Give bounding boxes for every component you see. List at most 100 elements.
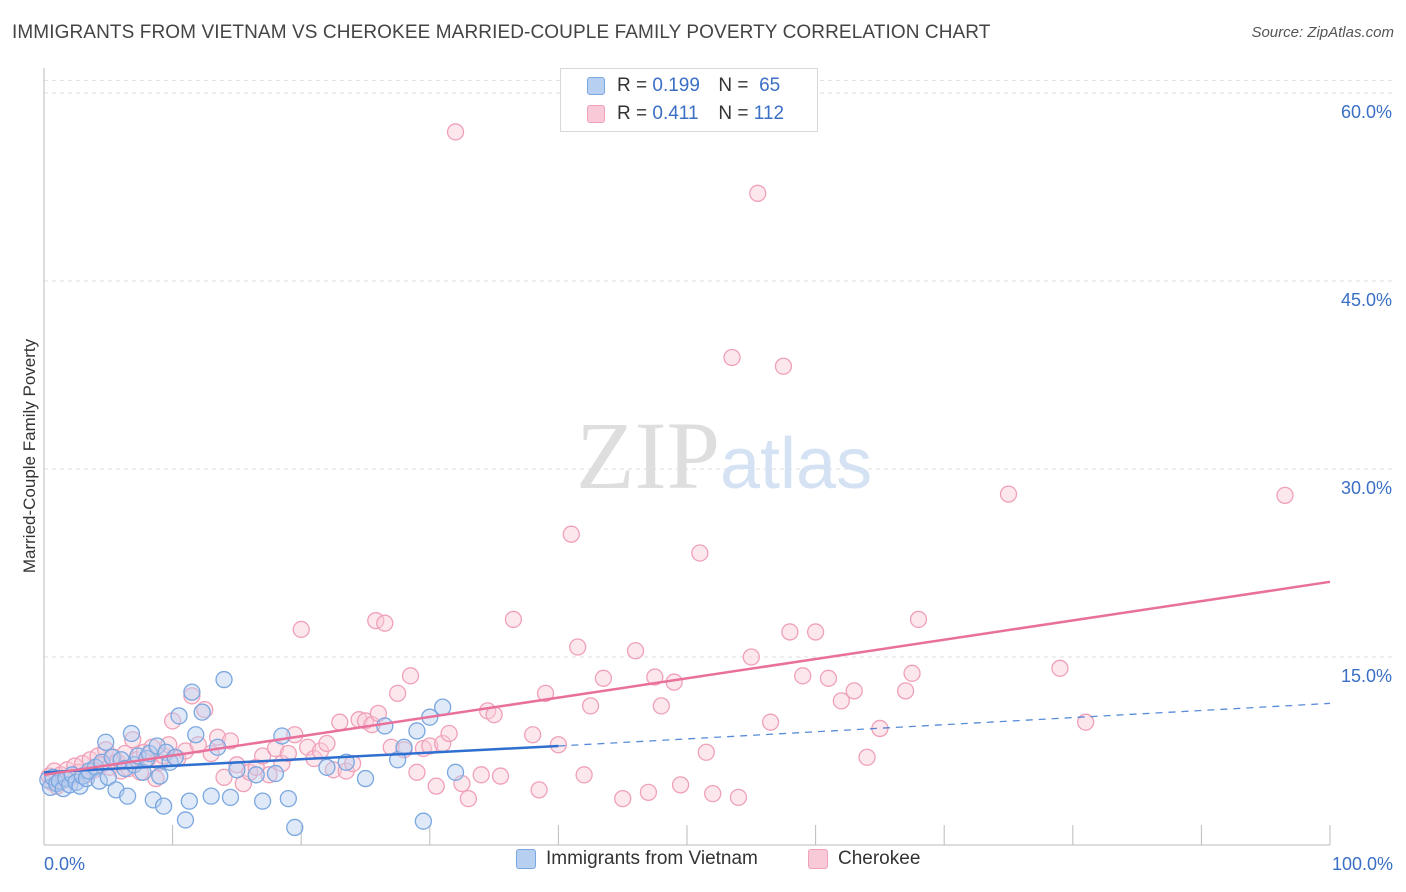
point-cherokee — [832, 692, 850, 710]
tick-labels: 15.0% 30.0% 45.0% 60.0% 0.0% 100.0% — [44, 102, 1393, 874]
point-cherokee — [671, 776, 690, 794]
point-vietnam — [90, 772, 108, 790]
point-vietnam — [193, 703, 211, 721]
point-cherokee — [1276, 486, 1294, 505]
point-cherokee — [909, 610, 928, 629]
point-cherokee — [999, 485, 1018, 503]
legend-item-cherokee: Cherokee — [808, 848, 920, 870]
point-cherokee — [742, 648, 760, 666]
point-vietnam — [187, 726, 205, 744]
point-vietnam — [376, 717, 394, 735]
point-vietnam — [144, 791, 162, 809]
point-cherokee — [504, 610, 523, 629]
point-vietnam — [151, 767, 169, 785]
point-cherokee — [806, 623, 825, 641]
point-vietnam — [395, 738, 413, 756]
point-cherokee — [388, 684, 407, 703]
y-tick-label: 15.0% — [1341, 666, 1392, 686]
point-cherokee — [124, 731, 142, 749]
point-cherokee — [491, 767, 510, 785]
point-cherokee — [427, 777, 445, 795]
point-vietnam — [408, 722, 426, 740]
point-cherokee — [774, 357, 793, 375]
point-cherokee — [408, 763, 426, 781]
legend-item-vietnam: Immigrants from Vietnam — [516, 848, 758, 870]
legend-n-value: 65 — [759, 75, 781, 96]
legend-r-label: R = — [617, 75, 648, 96]
point-cherokee — [639, 783, 658, 802]
point-cherokee — [215, 768, 233, 786]
legend-r-value: 0.199 — [652, 75, 700, 96]
point-vietnam — [228, 761, 246, 779]
legend-row-cherokee: R = 0.411 N = 112 — [587, 101, 784, 127]
x-tick-label-min: 0.0% — [44, 854, 85, 874]
legend-n-label: N = — [718, 103, 749, 124]
legend-row-vietnam: R = 0.199 N = 65 — [587, 73, 780, 99]
point-cherokee — [228, 756, 246, 774]
point-cherokee — [626, 642, 645, 660]
point-cherokee — [260, 766, 278, 784]
legend-label-cherokee: Cherokee — [838, 848, 921, 869]
point-cherokee — [819, 669, 838, 687]
legend-swatch-cherokee — [808, 849, 828, 869]
axes — [43, 68, 1331, 846]
point-cherokee — [896, 682, 915, 700]
point-cherokee — [472, 766, 490, 784]
point-cherokee — [575, 766, 593, 784]
point-cherokee — [845, 682, 863, 700]
point-vietnam — [318, 758, 336, 776]
point-cherokee — [614, 789, 632, 808]
point-cherokee — [691, 544, 709, 562]
y-tick-label: 60.0% — [1341, 102, 1392, 122]
legend-n-value: 112 — [753, 103, 785, 124]
legend-swatch-vietnam — [587, 77, 605, 95]
x-tick-label-max: 100.0% — [1332, 854, 1393, 874]
point-vietnam — [434, 698, 452, 716]
watermark-atlas: atlas — [720, 424, 872, 504]
point-vietnam — [154, 797, 173, 815]
point-cherokee — [208, 728, 227, 746]
point-vietnam — [122, 724, 141, 743]
point-vietnam — [273, 727, 291, 745]
point-cherokee — [524, 726, 542, 744]
correlation-legend: R = 0.199 N = 65 R = 0.411 N = 112 — [560, 68, 818, 132]
point-cherokee — [196, 701, 214, 719]
point-vietnam — [279, 789, 297, 808]
point-cherokee — [1077, 713, 1095, 731]
point-vietnam — [286, 818, 304, 837]
point-cherokee — [569, 638, 587, 656]
trend-line-vietnam — [43, 744, 559, 774]
y-tick-label: 45.0% — [1341, 290, 1392, 310]
point-vietnam — [356, 769, 375, 788]
point-cherokee — [318, 734, 336, 753]
y-tick-label: 30.0% — [1341, 478, 1392, 498]
watermark-zip: ZIP — [576, 402, 720, 509]
gridlines — [44, 80, 1392, 658]
point-cherokee — [652, 697, 670, 715]
point-cherokee — [697, 743, 715, 761]
legend-swatch-vietnam — [516, 849, 536, 869]
point-cherokee — [530, 781, 548, 799]
legend-r-label: R = — [617, 103, 648, 124]
point-vietnam — [97, 733, 115, 751]
point-vietnam — [221, 788, 240, 807]
point-cherokee — [279, 744, 297, 763]
point-cherokee — [183, 687, 201, 705]
point-vietnam — [266, 764, 285, 783]
point-vietnam — [253, 792, 272, 810]
point-vietnam — [118, 787, 137, 805]
trend-line-vietnam-projection — [558, 702, 1331, 747]
point-cherokee — [903, 664, 921, 682]
point-cherokee — [376, 614, 394, 632]
point-vietnam — [414, 812, 433, 830]
point-cherokee — [1051, 659, 1069, 677]
legend-label-vietnam: Immigrants from Vietnam — [546, 848, 758, 869]
point-cherokee — [723, 348, 741, 367]
point-vietnam — [183, 683, 201, 701]
point-cherokee — [549, 736, 568, 754]
point-vietnam — [148, 737, 166, 755]
point-cherokee — [536, 684, 555, 703]
trend-lines — [43, 580, 1331, 777]
point-cherokee — [594, 669, 613, 687]
